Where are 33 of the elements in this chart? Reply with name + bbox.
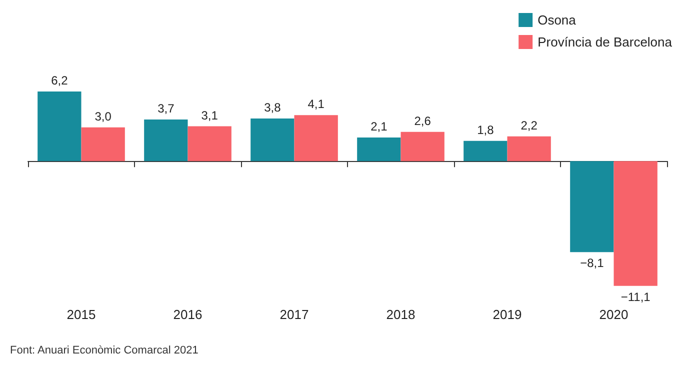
x-tick-label: 2020 — [599, 307, 628, 322]
data-label: 4,1 — [308, 97, 325, 112]
bar — [614, 161, 658, 286]
data-label: −8,1 — [580, 256, 604, 270]
data-label: −11,1 — [620, 290, 651, 304]
bar — [294, 115, 338, 162]
data-label: 3,7 — [158, 102, 175, 116]
data-label: 3,1 — [201, 108, 218, 122]
data-label: 3,8 — [264, 100, 282, 114]
data-label: 6,2 — [51, 73, 68, 88]
bar — [570, 161, 614, 252]
x-tick-label: 2018 — [386, 307, 416, 322]
x-tick-label: 2015 — [66, 307, 96, 322]
text: Font: Anuari Econòmic Comarcal 2021 — [10, 344, 198, 356]
bar — [507, 136, 551, 162]
x-tick-label: 2017 — [280, 307, 309, 322]
bar — [81, 127, 125, 162]
bar — [144, 120, 188, 162]
data-label: 2,6 — [414, 114, 432, 128]
data-label: 2,2 — [520, 118, 538, 132]
bar — [464, 140, 508, 162]
legend-label: Osona — [538, 12, 577, 28]
data-label: 1,8 — [477, 122, 494, 137]
bar — [188, 126, 232, 162]
bar — [400, 132, 444, 162]
data-label: 2,1 — [370, 120, 388, 134]
x-tick-label: 2016 — [173, 307, 202, 322]
x-tick-label: 2019 — [492, 307, 522, 322]
bar — [38, 91, 82, 162]
bar — [250, 118, 294, 162]
legend-label: Província de Barcelona — [538, 34, 673, 50]
data-label: 3,0 — [94, 109, 112, 124]
bar — [357, 138, 401, 162]
